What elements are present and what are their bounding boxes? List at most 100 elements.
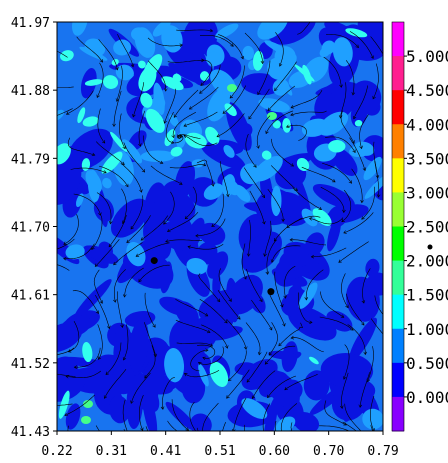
low-value-patch — [174, 161, 196, 199]
streamline — [324, 400, 347, 426]
streamline — [99, 165, 129, 187]
low-value-patch — [268, 350, 298, 360]
streamline-arrowhead — [361, 216, 365, 220]
streamline-arrowhead — [173, 114, 178, 118]
streamline-arrowhead — [246, 253, 251, 257]
streamline-arrowhead — [269, 326, 273, 331]
streamline-arrowhead — [227, 377, 232, 382]
streamline — [320, 291, 344, 318]
streamline — [114, 269, 126, 303]
colorbar-label: 2.000 — [406, 252, 448, 271]
streamline — [144, 292, 156, 328]
colorbar-swatch — [392, 396, 404, 432]
streamline — [130, 372, 151, 404]
mid-value-patch — [140, 150, 176, 162]
streamline-arrowhead — [38, 62, 41, 65]
streamline — [268, 322, 278, 356]
streamline-arrowhead — [130, 63, 135, 68]
streamline-arrowhead — [339, 405, 344, 409]
streamline — [343, 212, 374, 234]
streamline — [95, 294, 110, 329]
high-value-patch — [110, 131, 128, 152]
streamline — [274, 271, 283, 308]
streamline — [267, 375, 297, 398]
streamline-arrowhead — [351, 91, 356, 96]
streamline — [226, 318, 247, 350]
peak-value-patch — [227, 84, 237, 92]
streamline — [252, 370, 276, 399]
streamline — [292, 187, 322, 210]
streamline — [175, 299, 208, 317]
streamline — [220, 161, 229, 197]
streamline — [123, 324, 129, 361]
streamline — [167, 60, 205, 63]
colorbar-label: 4.500 — [406, 81, 448, 100]
streamline-arrowhead — [163, 120, 167, 124]
streamline — [262, 403, 271, 431]
colorbar-swatch — [392, 226, 404, 262]
streamline-arrowhead — [339, 84, 343, 88]
mid-value-patch — [85, 170, 102, 193]
streamline-arrowhead — [65, 374, 69, 379]
streamline-arrowhead — [290, 112, 294, 117]
streamline — [165, 111, 174, 144]
colorbar-label: 3.000 — [406, 183, 448, 202]
low-value-patch — [349, 317, 378, 362]
low-value-patch — [279, 248, 300, 267]
streamline — [202, 402, 219, 431]
streamline-arrowhead — [282, 323, 286, 327]
x-tick-label: 0.22 — [41, 444, 72, 459]
mid-value-patch — [362, 408, 383, 430]
streamline — [184, 186, 197, 219]
streamline — [57, 86, 74, 88]
streamline — [183, 111, 218, 127]
streamline-arrowhead — [171, 134, 175, 139]
streamline — [66, 90, 94, 115]
streamline-arrowhead — [41, 123, 44, 126]
streamline-arrowhead — [125, 183, 129, 188]
location-marker — [150, 257, 158, 265]
streamline — [70, 167, 107, 174]
mid-value-patch — [186, 258, 208, 275]
streamline — [266, 239, 277, 275]
streamline-arrowhead — [338, 259, 342, 263]
streamline-arrowhead — [206, 329, 211, 334]
streamline — [353, 85, 368, 120]
streamline-arrowhead — [274, 87, 278, 92]
streamline — [68, 320, 80, 353]
streamline — [322, 162, 352, 184]
mid-value-patch — [257, 22, 288, 40]
colorbar-label: 1.500 — [406, 286, 448, 305]
streamline-arrowhead — [361, 322, 365, 326]
streamline-arrowhead — [197, 362, 202, 366]
colorbar-label: 2.500 — [406, 218, 448, 237]
streamline-arrowhead — [352, 149, 356, 154]
streamline-arrowhead — [338, 115, 343, 119]
streamline — [274, 61, 297, 91]
streamline — [349, 137, 366, 171]
high-value-patch — [209, 361, 229, 387]
colorbar-swatch — [392, 362, 404, 398]
high-value-patch — [272, 120, 281, 129]
peak-value-patch — [81, 416, 91, 424]
streamline-arrowhead — [130, 225, 134, 230]
low-value-patch — [263, 396, 278, 431]
y-tick-label: 41.43 — [11, 425, 50, 440]
streamline-arrowhead — [226, 193, 230, 198]
streamline — [222, 85, 247, 114]
mid-value-patch — [76, 193, 84, 208]
streamline — [123, 142, 145, 173]
colorbar-label: 3.500 — [406, 149, 448, 168]
streamline-arrowhead — [135, 253, 140, 257]
streamline — [311, 247, 347, 258]
streamline-arrowhead — [267, 394, 271, 399]
streamline-arrowhead — [309, 7, 312, 10]
x-tick-label: 0.60 — [259, 444, 290, 459]
streamline — [372, 63, 379, 100]
mid-value-patch — [102, 177, 112, 189]
streamline — [278, 322, 303, 347]
streamline — [274, 420, 277, 431]
low-value-patch — [57, 368, 86, 402]
streamline — [246, 268, 263, 302]
